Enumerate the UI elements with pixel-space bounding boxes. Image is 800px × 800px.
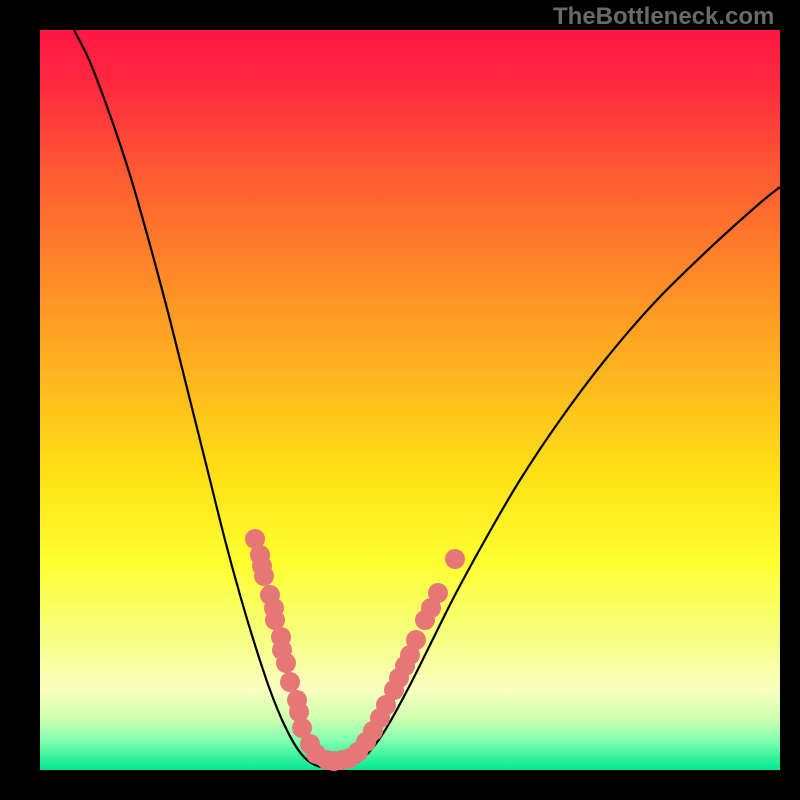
plot-area bbox=[40, 30, 780, 770]
watermark-text: TheBottleneck.com bbox=[553, 3, 774, 31]
chart-canvas: TheBottleneck.com bbox=[0, 0, 800, 800]
